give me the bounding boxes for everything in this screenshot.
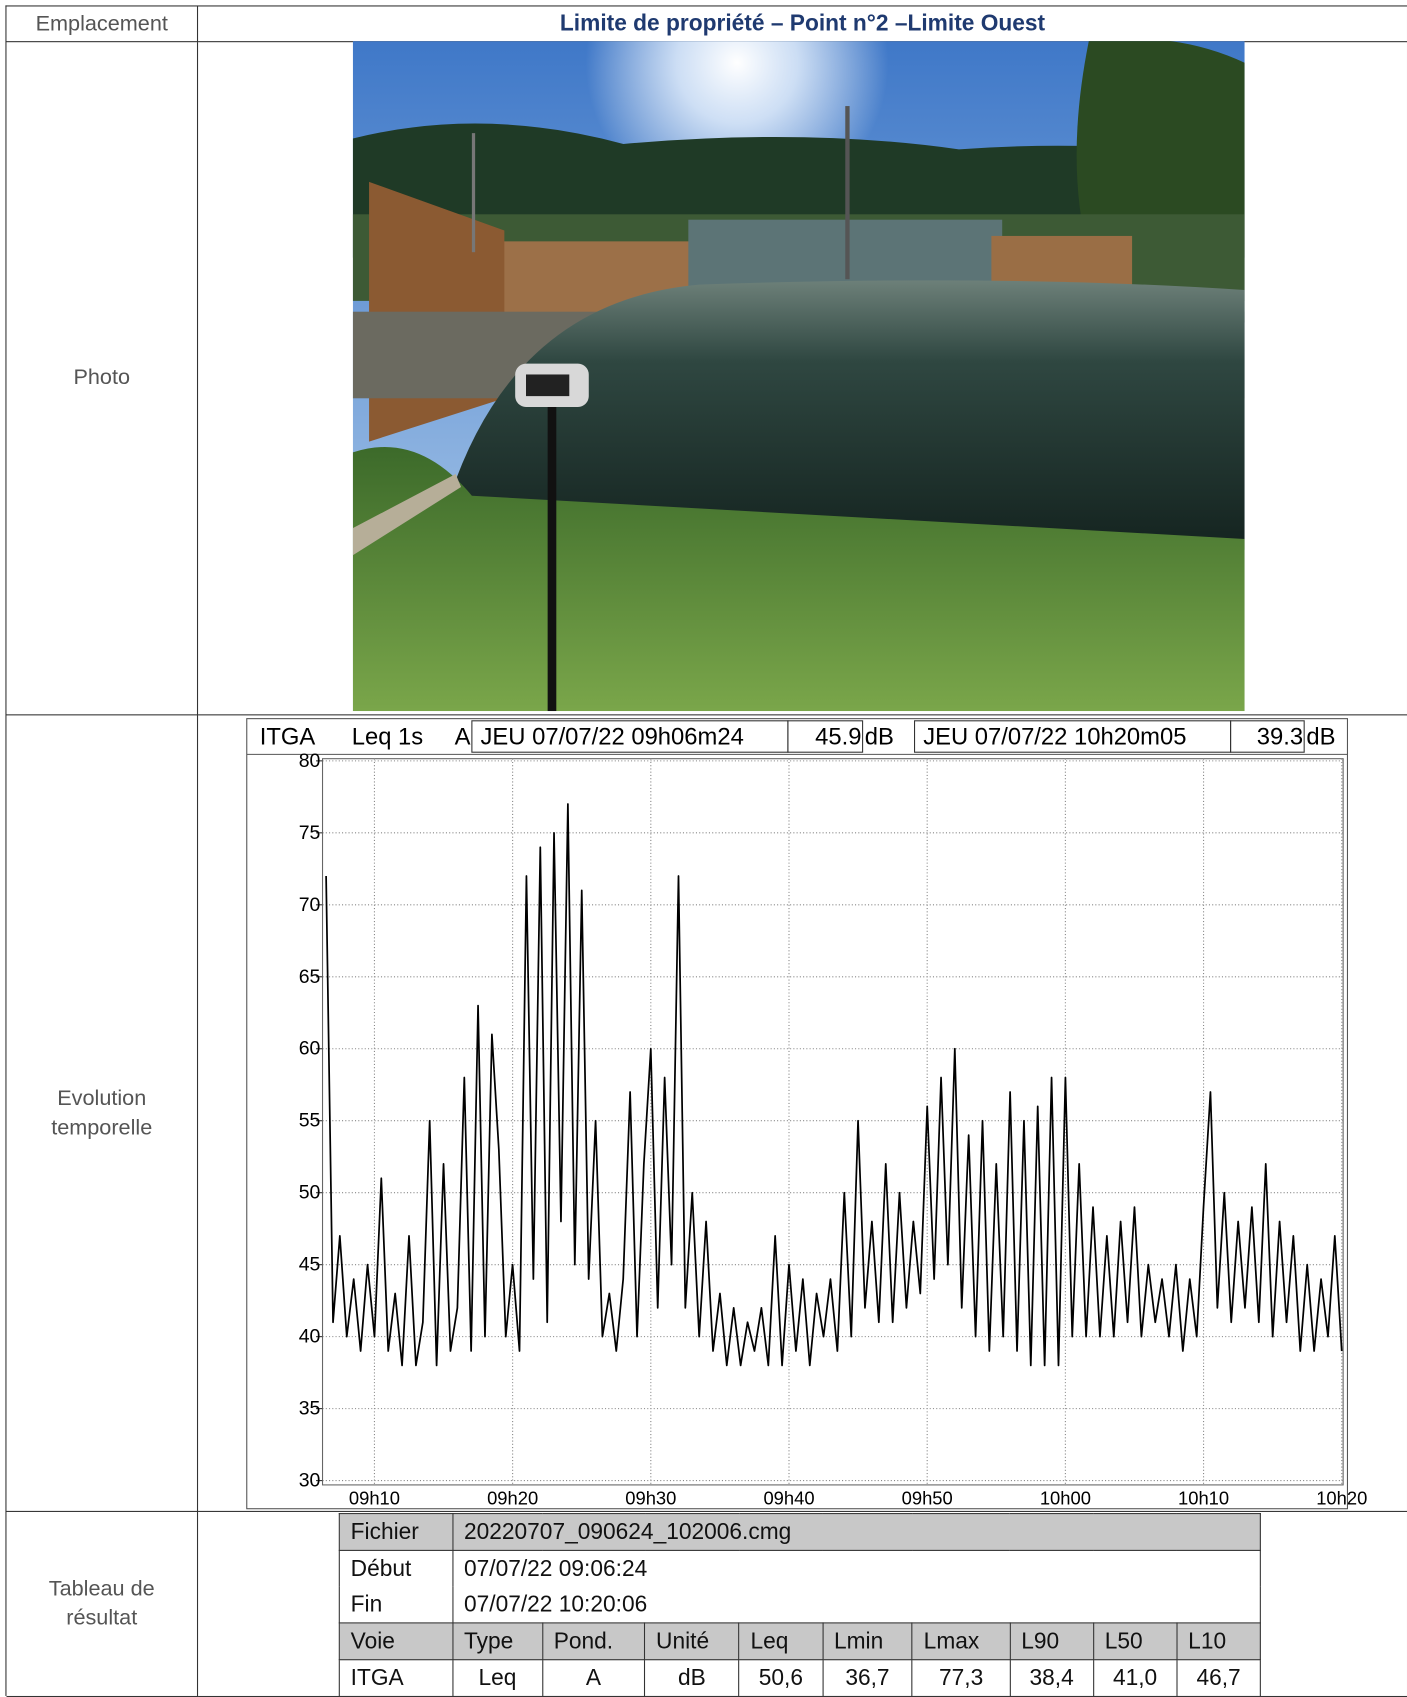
x-tick-label: 09h10: [349, 1487, 400, 1508]
time-chart: ITGA Leq 1s A JEU 07/07/22 09h06m24 45.9…: [0, 0, 1407, 1697]
cell: 38,4: [1010, 1660, 1093, 1697]
start-value: 45.9: [815, 724, 861, 751]
weighting: A: [455, 724, 471, 751]
cell: Début: [339, 1550, 452, 1586]
cell: Lmax: [912, 1623, 1010, 1660]
end-time: JEU 07/07/22 10h20m05: [923, 724, 1186, 751]
cell: dB: [645, 1660, 739, 1697]
y-tick-label: 70: [299, 894, 321, 916]
cell: 46,7: [1177, 1660, 1261, 1697]
cell: Pond.: [542, 1623, 644, 1660]
cell: 41,0: [1093, 1660, 1176, 1697]
index: Leq 1s: [352, 724, 424, 751]
chart-frame: [247, 719, 1348, 1509]
y-tick-label: 80: [299, 750, 321, 772]
y-tick-label: 55: [299, 1110, 321, 1132]
cell: 07/07/22 10:20:06: [453, 1587, 1261, 1623]
y-tick-label: 75: [299, 822, 321, 844]
cell: Type: [453, 1623, 543, 1660]
y-tick-label: 65: [299, 966, 321, 988]
x-tick-label: 09h30: [625, 1487, 676, 1508]
cell: ITGA: [339, 1660, 452, 1697]
y-tick-label: 45: [299, 1254, 321, 1276]
start-time: JEU 07/07/22 09h06m24: [481, 724, 744, 751]
document: Emplacement Limite de propriété – Point …: [0, 0, 1407, 1697]
cell: A: [542, 1660, 644, 1697]
cell: 36,7: [823, 1660, 913, 1697]
cell: 07/07/22 09:06:24: [453, 1550, 1261, 1586]
x-tick-label: 09h50: [902, 1487, 953, 1508]
x-tick-label: 09h40: [763, 1487, 814, 1508]
page: {"header": {"label": "Emplacement", "tit…: [0, 0, 1407, 1697]
cell: L10: [1177, 1623, 1261, 1660]
cell: Leq: [739, 1623, 822, 1660]
x-tick-label: 09h20: [487, 1487, 538, 1508]
cell: Leq: [453, 1660, 543, 1697]
x-tick-label: 10h10: [1178, 1487, 1229, 1508]
x-tick-label: 10h20: [1316, 1487, 1367, 1508]
cell: Unité: [645, 1623, 739, 1660]
y-tick-label: 60: [299, 1038, 321, 1060]
cell: 20220707_090624_102006.cmg: [453, 1514, 1261, 1551]
cell: Fin: [339, 1587, 452, 1623]
cell: L90: [1010, 1623, 1093, 1660]
cell: 77,3: [912, 1660, 1010, 1697]
y-tick-label: 40: [299, 1326, 321, 1348]
y-tick-label: 50: [299, 1182, 321, 1204]
end-value: 39.3: [1257, 724, 1303, 751]
unit: dB: [865, 724, 894, 751]
y-tick-label: 35: [299, 1398, 321, 1420]
x-tick-label: 10h00: [1040, 1487, 1091, 1508]
cell: L50: [1093, 1623, 1176, 1660]
channel: ITGA: [260, 724, 316, 751]
cell: Lmin: [823, 1623, 913, 1660]
cell: 50,6: [739, 1660, 822, 1697]
cell: Voie: [339, 1623, 452, 1660]
unit: dB: [1306, 724, 1335, 751]
cell: Fichier: [339, 1514, 452, 1551]
y-tick-label: 30: [299, 1470, 321, 1492]
